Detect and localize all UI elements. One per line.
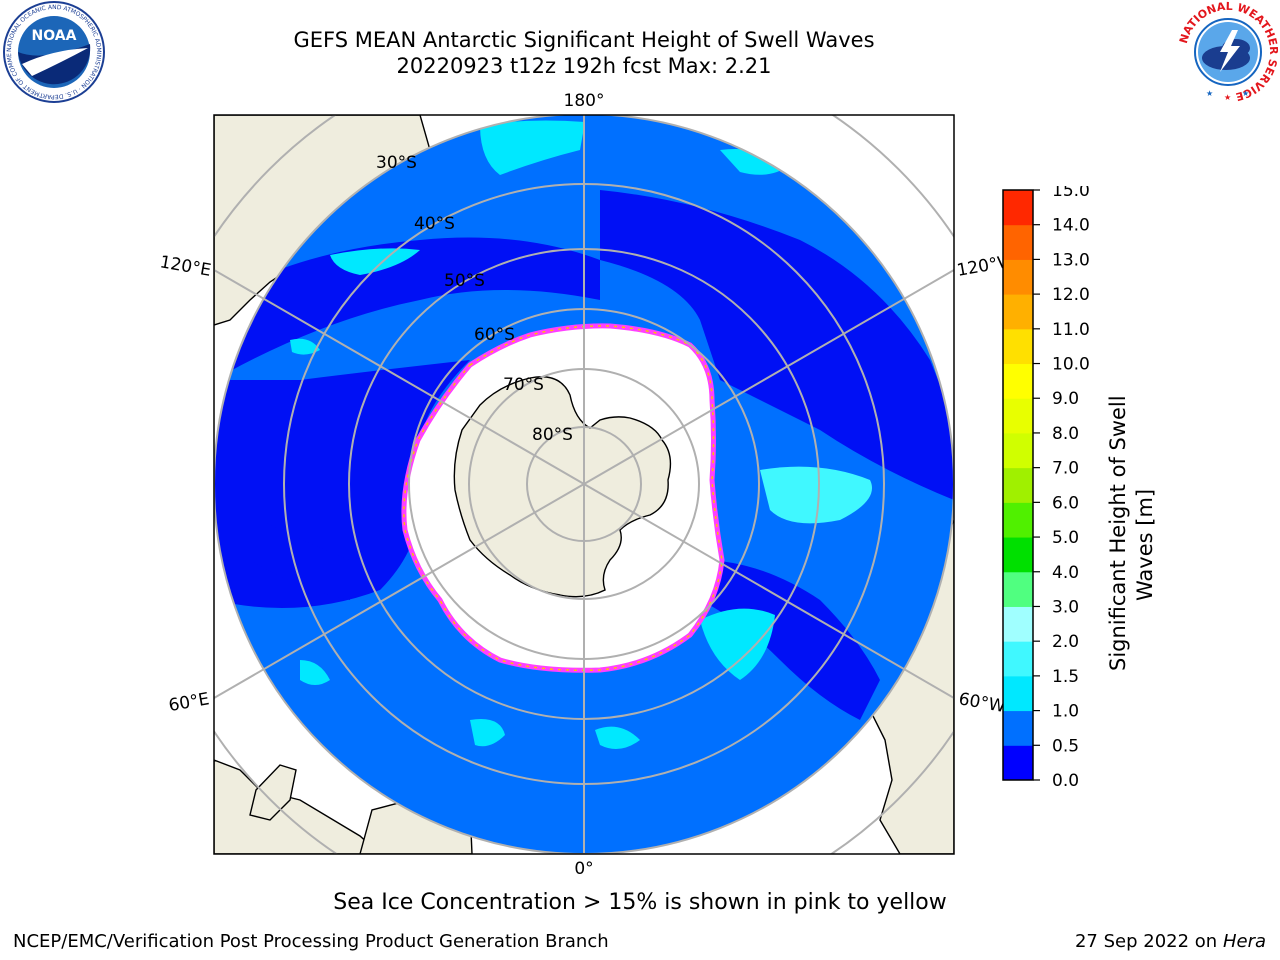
chart-subtitle-forecast: 20220923 t12z 192h fcst Max: 2.21 (396, 54, 772, 78)
colorbar-tick-label: 1.5 (1052, 667, 1079, 687)
lat-label-70s: 70°S (503, 375, 544, 395)
colorbar-segment (1003, 675, 1033, 712)
colorbar-segment (1003, 224, 1033, 260)
colorbar-segment (1003, 432, 1033, 469)
colorbar-tick-label: 10.0 (1052, 355, 1090, 375)
colorbar-segment (1003, 641, 1033, 677)
lat-label-80s: 80°S (532, 425, 573, 445)
colorbar-tick-label: 7.0 (1052, 459, 1079, 479)
colorbar-segments (1003, 190, 1033, 781)
nws-logo: NATIONAL WEATHER SERVICE ★ ★ ★ (1177, 0, 1280, 103)
colorbar-tick-label: 15.0 (1052, 186, 1090, 201)
colorbar-tick-label: 6.0 (1052, 493, 1079, 513)
colorbar-segment (1003, 328, 1033, 365)
colorbar-segment (1003, 537, 1033, 573)
colorbar-tick-label: 1.0 (1052, 702, 1079, 722)
lat-label-50s: 50°S (444, 271, 485, 291)
svg-text:★: ★ (1242, 89, 1249, 98)
lon-label-180: 180° (564, 91, 605, 111)
colorbar: 15.0 14.0 13.0 12.0 11.0 10.0 9.0 8.0 7.0 6.0 5.0 4… (1002, 186, 1157, 786)
lon-label-120e: 120°E (158, 252, 212, 281)
colorbar-segment (1003, 259, 1033, 295)
colorbar-segment (1003, 294, 1033, 330)
lat-label-60s: 60°S (474, 325, 515, 345)
colorbar-segment (1003, 467, 1033, 503)
footer-date: 27 Sep 2022 on Hera (1075, 931, 1266, 952)
colorbar-segment (1003, 398, 1033, 434)
footer-host: Hera (1222, 931, 1266, 952)
lon-label-60e: 60°E (167, 689, 211, 716)
colorbar-tick-label: 0.0 (1052, 771, 1079, 786)
colorbar-segment (1003, 363, 1033, 399)
svg-text:★: ★ (1206, 89, 1213, 98)
colorbar-label-line1: Significant Height of Swell (1106, 395, 1130, 671)
colorbar-segment (1003, 606, 1033, 642)
footer-date-text: 27 Sep 2022 on (1074, 931, 1218, 952)
colorbar-tick-label: 4.0 (1052, 563, 1079, 583)
colorbar-tick-label: 13.0 (1052, 250, 1090, 270)
colorbar-segment (1003, 571, 1033, 607)
svg-text:NOAA: NOAA (32, 28, 77, 44)
lat-label-30s: 30°S (376, 153, 417, 173)
colorbar-label-line2: Waves [m] (1133, 489, 1157, 601)
footer-credit: NCEP/EMC/Verification Post Processing Pr… (13, 931, 609, 952)
chart-title: GEFS MEAN Antarctic Significant Height o… (293, 28, 875, 52)
colorbar-tick-label: 0.5 (1052, 736, 1079, 756)
map-frame (213, 114, 955, 855)
svg-text:★: ★ (1224, 93, 1231, 102)
colorbar-tick-label: 3.0 (1052, 597, 1079, 617)
noaa-logo: NATIONAL OCEANIC AND ATMOSPHERIC ADMINIS… (2, 0, 105, 103)
colorbar-ticks: 15.0 14.0 13.0 12.0 11.0 10.0 9.0 8.0 7.0 6.0 5.0 4… (1033, 186, 1090, 786)
colorbar-tick-label: 11.0 (1052, 320, 1090, 340)
antarctica (453, 376, 672, 598)
colorbar-segment (1003, 745, 1033, 781)
longitude-grid (214, 115, 954, 854)
colorbar-tick-label: 9.0 (1052, 389, 1079, 409)
colorbar-segment (1003, 710, 1033, 746)
lon-label-0: 0° (574, 859, 593, 879)
colorbar-tick-label: 8.0 (1052, 424, 1079, 444)
colorbar-segment (1003, 190, 1033, 226)
colorbar-tick-label: 12.0 (1052, 285, 1090, 305)
colorbar-frame (1002, 189, 1034, 781)
sea-ice-note: Sea Ice Concentration > 15% is shown in … (333, 890, 947, 915)
lat-label-40s: 40°S (414, 214, 455, 234)
colorbar-tick-label: 14.0 (1052, 216, 1090, 236)
colorbar-segment (1003, 502, 1033, 538)
colorbar-tick-label: 2.0 (1052, 632, 1079, 652)
colorbar-tick-label: 5.0 (1052, 528, 1079, 548)
